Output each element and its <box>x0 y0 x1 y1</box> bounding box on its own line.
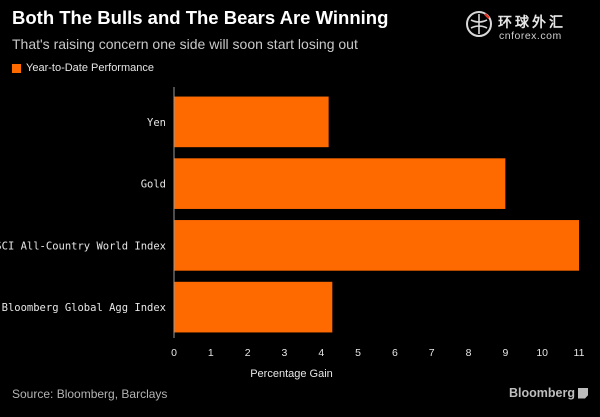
logo-chinese-name: 环球外汇 <box>498 15 566 31</box>
category-label: Gold <box>141 179 166 191</box>
bar-yen <box>174 96 329 148</box>
x-tick-label: 2 <box>245 347 251 359</box>
x-tick-label: 5 <box>355 347 361 359</box>
x-tick-label: 1 <box>208 347 214 359</box>
x-tick-label: 6 <box>392 347 398 359</box>
x-tick-label: 4 <box>318 347 324 359</box>
x-tick-label: 11 <box>574 347 585 359</box>
x-tick-label: 8 <box>466 347 472 359</box>
globe-logo-icon <box>466 11 492 37</box>
x-tick-label: 0 <box>171 347 177 359</box>
chart-subtitle: That's raising concern one side will soo… <box>12 36 358 52</box>
bar-bloomberg-global-agg-index <box>174 281 333 333</box>
x-tick-label: 7 <box>429 347 435 359</box>
source-note: Source: Bloomberg, Barclays <box>12 387 168 401</box>
logo-domain: cnforex.com <box>499 30 562 42</box>
brand-label: Bloomberg <box>509 386 575 400</box>
legend-label: Year-to-Date Performance <box>26 62 154 74</box>
bar-msci-all-country-world-index <box>174 220 579 271</box>
x-axis-title: Percentage Gain <box>250 368 333 380</box>
x-tick-label: 9 <box>502 347 508 359</box>
legend-swatch <box>12 63 21 73</box>
category-label: MSCI All-Country World Index <box>0 240 166 252</box>
x-tick-label: 10 <box>536 347 548 359</box>
category-label: Bloomberg Global Agg Index <box>2 302 166 314</box>
x-tick-label: 3 <box>282 347 288 359</box>
bloomberg-brand: Bloomberg <box>509 386 588 400</box>
chart-legend: Year-to-Date Performance <box>12 62 154 74</box>
bloomberg-mark-icon <box>578 387 588 399</box>
category-label: Yen <box>147 117 166 129</box>
bar-gold <box>174 158 506 209</box>
chart-title: Both The Bulls and The Bears Are Winning <box>12 7 389 28</box>
cnforex-logo: 环球外汇 cnforex.com <box>465 10 595 46</box>
